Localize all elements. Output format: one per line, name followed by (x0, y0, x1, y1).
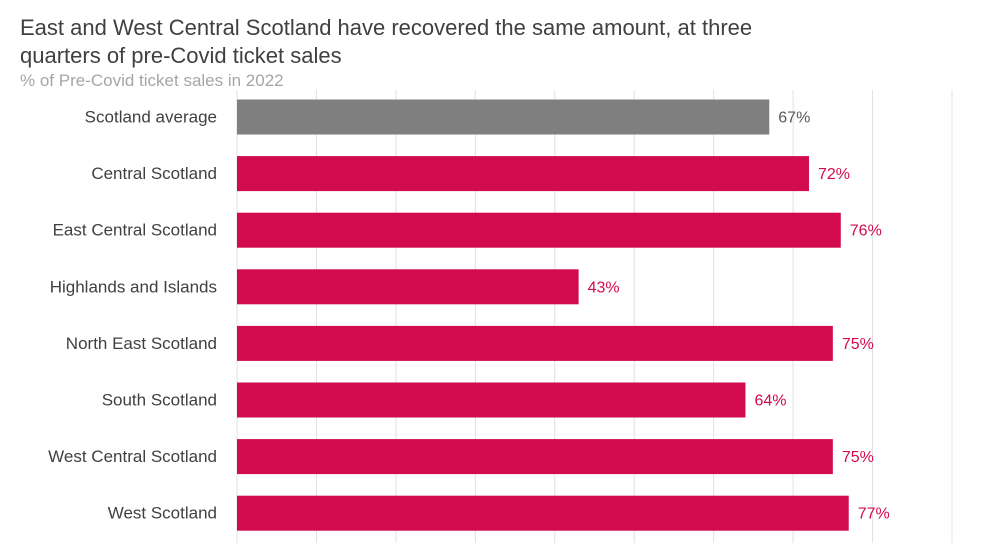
category-label: South Scotland (102, 391, 217, 410)
bar-south-scotland (237, 382, 746, 418)
value-label: 67% (778, 110, 810, 127)
bar-north-east-scotland (237, 325, 833, 361)
category-label: Highlands and Islands (50, 277, 217, 296)
value-label: 76% (850, 223, 882, 240)
labels: Scotland average 67% Central Scotland 72% Ea… (48, 108, 890, 523)
bar-highlands-and-islands (237, 269, 579, 305)
bar-west-scotland (237, 495, 849, 531)
category-label: Scotland average (85, 108, 217, 127)
value-label: 72% (818, 166, 850, 183)
bar-scotland-average (237, 99, 770, 135)
bar-central-scotland (237, 156, 809, 192)
value-label: 77% (858, 506, 890, 523)
value-label: 43% (588, 279, 620, 296)
value-label: 75% (842, 336, 874, 353)
chart-title: East and West Central Scotland have reco… (20, 15, 753, 68)
chart-subtitle: % of Pre-Covid ticket sales in 2022 (20, 71, 284, 90)
bars (237, 99, 849, 531)
category-label: Central Scotland (91, 164, 217, 183)
category-label: West Central Scotland (48, 447, 217, 466)
value-label: 75% (842, 449, 874, 466)
category-label: North East Scotland (66, 334, 217, 353)
bar-east-central-scotland (237, 212, 841, 248)
bar-west-central-scotland (237, 439, 833, 475)
category-label: West Scotland (108, 504, 217, 523)
value-label: 64% (754, 393, 786, 410)
category-label: East Central Scotland (53, 221, 217, 240)
